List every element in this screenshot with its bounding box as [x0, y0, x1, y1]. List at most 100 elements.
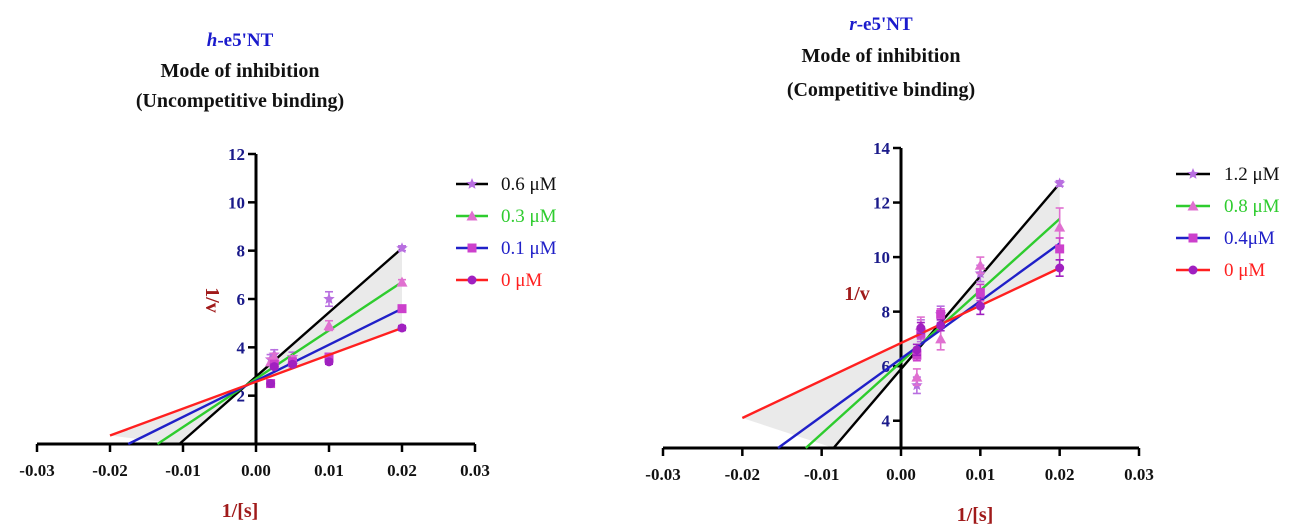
series-line — [777, 242, 1061, 449]
legend-item: 0.8 μM — [1176, 196, 1280, 217]
x-tick-label: -0.02 — [725, 465, 760, 484]
y-axis-label: 1/v — [201, 287, 223, 313]
chart-1: h-e5'NT Mode of inhibition (Uncompetitive … — [19, 30, 556, 522]
series-line — [832, 182, 1061, 449]
legend-marker — [467, 243, 477, 253]
series-line — [741, 266, 1061, 420]
legend-label: 0.8 μM — [1224, 196, 1280, 217]
data-point — [936, 320, 946, 330]
chart-title: h-e5'NT — [207, 30, 274, 51]
data-point — [1054, 221, 1066, 232]
x-tick-label: -0.03 — [645, 465, 680, 484]
chart-title-prefix: h — [207, 30, 218, 51]
legend-label: 0.3 μM — [501, 206, 557, 227]
legend-label: 0 μM — [1224, 260, 1265, 281]
x-tick-label: -0.03 — [19, 461, 54, 480]
legend-marker — [1188, 233, 1198, 243]
data-point — [288, 359, 297, 369]
series-1 — [178, 242, 408, 445]
legend-marker — [1187, 200, 1199, 211]
x-tick-label: 0.03 — [460, 461, 490, 480]
y-tick-label: 2 — [237, 387, 246, 406]
y-tick-label: 8 — [882, 303, 891, 322]
data-point — [936, 309, 946, 319]
x-tick-label: 0.01 — [965, 465, 995, 484]
legend-item: 0.3 μM — [456, 206, 557, 227]
data-point — [912, 345, 922, 355]
y-tick-label: 4 — [882, 412, 891, 431]
series-line — [804, 218, 1061, 449]
data-point — [975, 301, 985, 311]
data-point — [268, 351, 280, 362]
y-tick-label: 6 — [237, 290, 246, 309]
x-tick-label: 0.02 — [1045, 465, 1075, 484]
legend-label: 0.1 μM — [501, 238, 557, 259]
data-point — [975, 288, 985, 298]
data-point — [397, 304, 407, 314]
data-point — [396, 242, 408, 254]
x-axis-label: 1/[s] — [957, 504, 994, 526]
series-line — [178, 247, 403, 445]
legend-item: 0.6 μM — [456, 174, 557, 195]
x-tick-label: -0.02 — [92, 461, 127, 480]
x-tick-label: 0.03 — [1124, 465, 1154, 484]
series-line — [156, 281, 403, 446]
chart-title-suffix: -e5'NT — [857, 14, 913, 35]
legend-label: 0.6 μM — [501, 174, 557, 195]
y-tick-label: 14 — [873, 139, 891, 158]
data-point — [1053, 177, 1066, 189]
y-axis-label: 1/v — [844, 283, 870, 305]
series-4 — [109, 323, 407, 437]
legend-item: 0.1 μM — [456, 238, 557, 259]
chart-2: r-e5'NT Mode of inhibition (Competitive bi… — [645, 14, 1279, 526]
chart-subtitle-2: (Uncompetitive binding) — [136, 90, 344, 112]
x-tick-label: 0.01 — [314, 461, 344, 480]
data-point — [911, 371, 923, 382]
data-point — [323, 293, 335, 304]
x-tick-label: 0.00 — [241, 461, 271, 480]
legend-label: 0 μM — [501, 270, 542, 291]
y-tick-label: 10 — [873, 248, 890, 267]
shaded-region — [110, 248, 402, 444]
series-line — [109, 326, 403, 437]
legend-marker — [1187, 168, 1199, 179]
x-axis-label: 1/[s] — [222, 500, 259, 522]
series-1 — [832, 177, 1066, 449]
legend-marker — [467, 275, 477, 285]
y-tick-label: 8 — [237, 242, 246, 261]
chart-title-prefix: r — [849, 14, 857, 35]
data-point — [1055, 244, 1065, 254]
data-point — [324, 357, 334, 367]
chart-subtitle: Mode of inhibition — [802, 45, 961, 67]
data-point — [916, 323, 926, 333]
chart-title-suffix: -e5'NT — [217, 30, 273, 51]
data-point — [324, 352, 334, 362]
data-point — [935, 333, 947, 344]
chart-subtitle: Mode of inhibition — [161, 60, 320, 82]
legend-label: 1.2 μM — [1224, 164, 1280, 185]
y-tick-label: 4 — [237, 338, 246, 357]
legend-marker — [1188, 265, 1198, 275]
data-point — [269, 362, 279, 372]
series-line — [127, 307, 403, 446]
chart-title: r-e5'NT — [849, 14, 913, 35]
legend-item: 0 μM — [1176, 260, 1265, 281]
legend-item: 1.2 μM — [1176, 164, 1280, 185]
x-tick-label: -0.01 — [165, 461, 200, 480]
shaded-region — [742, 183, 1060, 448]
legend-marker — [466, 178, 478, 189]
y-tick-label: 12 — [228, 145, 245, 164]
chart-subtitle-2: (Competitive binding) — [787, 79, 975, 101]
legend-marker — [466, 210, 478, 221]
data-point — [396, 276, 408, 287]
x-tick-label: 0.02 — [387, 461, 417, 480]
data-point — [397, 323, 407, 333]
y-tick-label: 10 — [228, 193, 245, 212]
x-tick-label: -0.01 — [804, 465, 839, 484]
series-4 — [741, 259, 1065, 420]
data-point — [323, 320, 335, 331]
data-point — [974, 259, 986, 270]
x-tick-label: 0.00 — [886, 465, 916, 484]
y-tick-label: 12 — [873, 194, 890, 213]
